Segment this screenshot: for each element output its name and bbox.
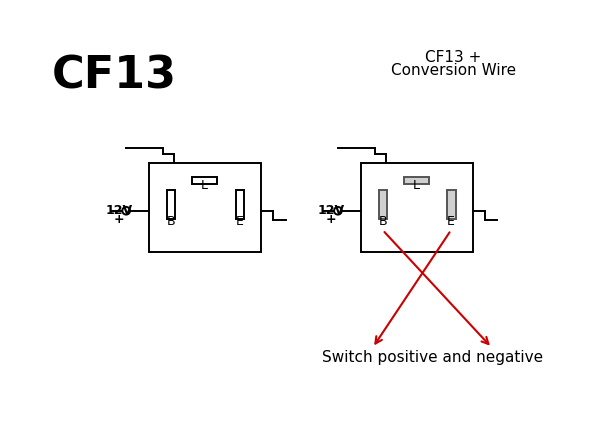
Text: B: B bbox=[378, 215, 387, 229]
Bar bbox=[361, 163, 473, 252]
Text: Switch positive and negative: Switch positive and negative bbox=[322, 350, 543, 365]
Text: Conversion Wire: Conversion Wire bbox=[391, 63, 516, 78]
Text: 12V: 12V bbox=[318, 204, 344, 217]
Text: E: E bbox=[447, 215, 455, 229]
Text: +: + bbox=[326, 213, 336, 226]
Bar bbox=[378, 190, 387, 219]
Text: CF13 +: CF13 + bbox=[425, 50, 482, 65]
Bar bbox=[167, 190, 176, 219]
Text: B: B bbox=[167, 215, 175, 229]
Bar bbox=[404, 177, 429, 184]
Text: CF13: CF13 bbox=[52, 54, 177, 98]
Bar bbox=[149, 163, 261, 252]
Bar bbox=[192, 177, 217, 184]
Bar bbox=[447, 190, 456, 219]
Text: L: L bbox=[413, 179, 420, 192]
Text: E: E bbox=[235, 215, 244, 229]
Text: L: L bbox=[201, 179, 208, 192]
Text: +: + bbox=[114, 213, 125, 226]
Text: 12V: 12V bbox=[106, 204, 133, 217]
Bar bbox=[235, 190, 244, 219]
